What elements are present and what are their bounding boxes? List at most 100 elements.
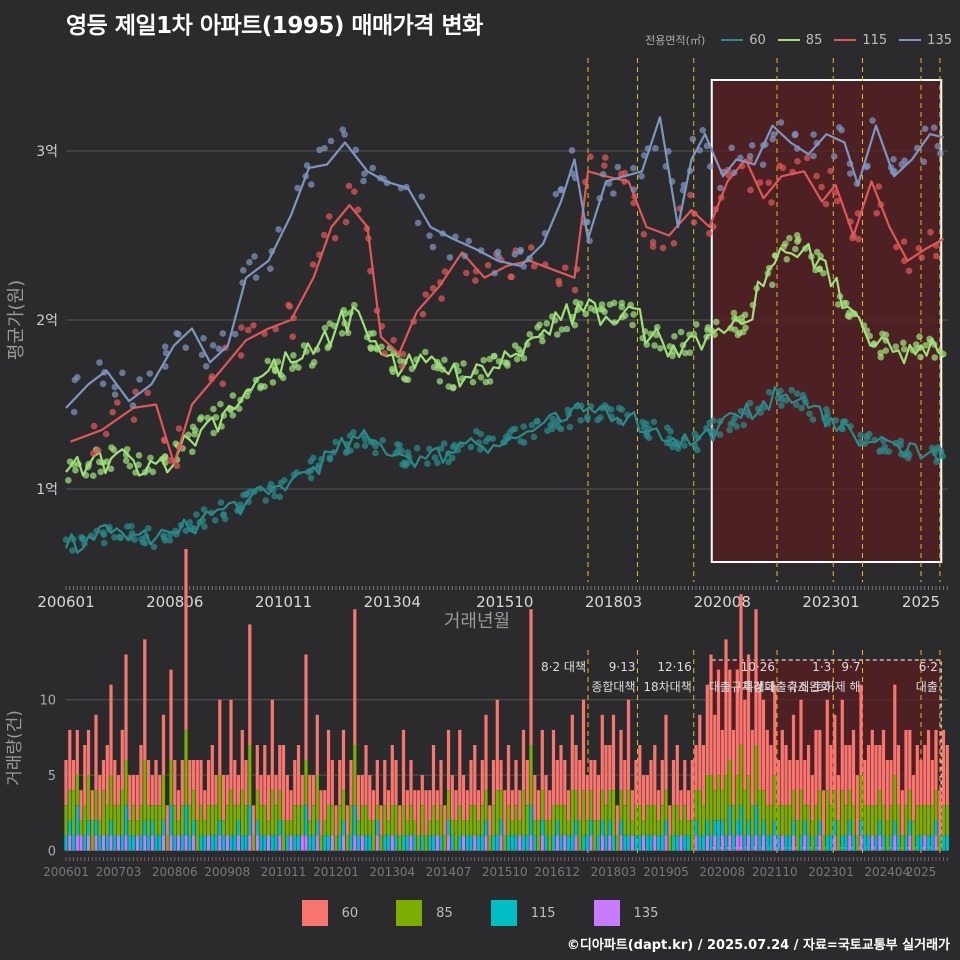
volume-bar-85 (203, 820, 207, 836)
volume-bar-60 (458, 729, 462, 806)
price-point (246, 258, 253, 266)
price-point (361, 170, 368, 177)
volume-bar-60 (326, 729, 331, 806)
volume-x-tick-label: 202404 (864, 865, 910, 879)
volume-bar-135 (473, 835, 477, 851)
price-point (597, 305, 604, 313)
price-point (876, 448, 883, 455)
price-point (746, 152, 754, 160)
volume-bar-85 (210, 805, 214, 836)
volume-bar-115 (75, 805, 79, 836)
volume-bar-115 (731, 835, 736, 851)
price-point (352, 146, 360, 154)
volume-y-tick-label: 10 (39, 694, 56, 709)
volume-bar-60 (431, 745, 436, 806)
volume-bar-85 (420, 805, 424, 836)
volume-bar-135 (653, 835, 657, 851)
price-point (901, 157, 908, 164)
volume-bar-60 (83, 745, 87, 806)
volume-bar-85 (941, 805, 946, 836)
volume-bar-85 (330, 805, 334, 836)
price-point (704, 324, 712, 331)
volume-bar-60 (233, 760, 237, 806)
volume-bar-85 (289, 820, 293, 836)
volume-bar-60 (551, 729, 556, 806)
price-point (97, 468, 104, 476)
volume-bar-60 (413, 790, 417, 821)
volume-bar-85 (829, 805, 833, 836)
volume-bar-60 (713, 714, 717, 791)
volume-bar-135 (116, 835, 121, 851)
volume-bar-85 (180, 805, 184, 836)
price-point (933, 252, 940, 260)
volume-bar-85 (371, 820, 376, 851)
volume-bar-60 (694, 745, 698, 791)
volume-bar-60 (304, 654, 308, 760)
price-point (372, 442, 379, 450)
volume-bar-85 (788, 805, 792, 836)
volume-bar-135 (934, 835, 938, 851)
volume-bar-85 (379, 835, 383, 851)
volume-bar-60 (383, 760, 387, 806)
price-point (267, 480, 275, 488)
volume-bar-85 (64, 805, 68, 836)
price-point (629, 321, 636, 329)
price-point (450, 384, 457, 391)
price-point (809, 416, 817, 423)
volume-bar-135 (791, 835, 796, 851)
volume-bar-60 (255, 745, 259, 791)
price-point (610, 299, 618, 307)
volume-bar-60 (263, 745, 267, 806)
price-point (221, 515, 229, 523)
volume-bar-85 (870, 805, 874, 836)
volume-bar-60 (656, 790, 661, 821)
volume-bar-85 (690, 820, 694, 851)
volume-bar-85 (495, 790, 499, 836)
volume-bar-60 (289, 790, 293, 821)
price-point (209, 342, 217, 349)
volume-bar-135 (728, 835, 732, 851)
volume-bar-60 (623, 760, 627, 806)
price-point (918, 254, 925, 261)
volume-bar-115 (863, 835, 867, 851)
volume-bar-85 (199, 805, 203, 836)
volume-bar-60 (540, 729, 544, 791)
volume-bar-85 (113, 805, 117, 836)
volume-bar-60 (934, 729, 938, 791)
price-point (905, 267, 913, 275)
volume-bar-60 (450, 775, 454, 821)
price-point (480, 356, 488, 364)
price-point (74, 374, 81, 381)
volume-bar-115 (525, 835, 529, 851)
volume-bar-85 (908, 790, 912, 821)
volume-bar-60 (589, 760, 593, 791)
volume-bar-85 (116, 805, 121, 836)
price-point (69, 547, 76, 554)
price-point (890, 156, 897, 163)
volume-bar-60 (454, 790, 458, 821)
volume-bar-60 (649, 760, 653, 806)
volume-bar-115 (773, 820, 777, 836)
volume-bar-85 (293, 805, 297, 836)
price-point (765, 179, 773, 186)
volume-bar-85 (375, 805, 379, 821)
price-x-tick-label: 201510 (476, 593, 533, 611)
price-point (257, 382, 265, 390)
price-point (426, 232, 433, 239)
volume-bar-85 (634, 805, 638, 836)
policy-label-date: 1·3 (812, 660, 831, 674)
volume-bar-60 (293, 760, 297, 806)
volume-bar-60 (780, 729, 784, 806)
price-point (361, 442, 369, 450)
volume-bar-85 (469, 805, 473, 836)
volume-bar-85 (131, 805, 136, 836)
volume-bar-115 (874, 835, 878, 851)
price-point (70, 408, 78, 416)
price-point (419, 310, 427, 318)
price-point (557, 425, 565, 433)
price-point (467, 443, 475, 451)
price-point (710, 417, 717, 424)
price-point (353, 442, 361, 449)
volume-bar-60 (604, 745, 608, 806)
